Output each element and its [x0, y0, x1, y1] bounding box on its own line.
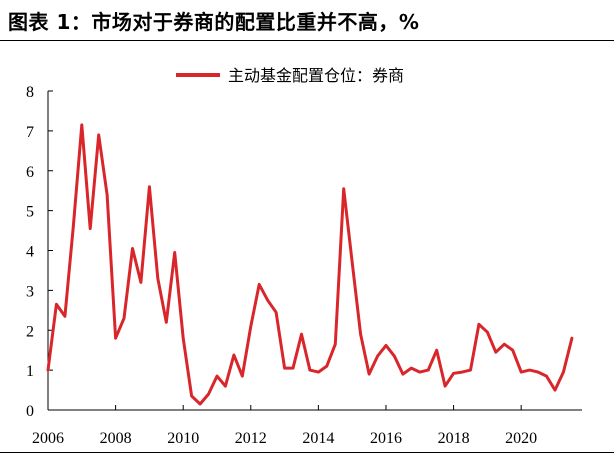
- data-point: [325, 364, 328, 368]
- data-point: [469, 368, 472, 372]
- x-tick-label: 2012: [235, 430, 267, 447]
- data-point: [351, 261, 354, 264]
- data-point: [55, 303, 58, 306]
- data-point: [562, 370, 565, 374]
- data-point: [215, 374, 219, 378]
- y-tick-label: 8: [26, 84, 34, 101]
- data-point: [198, 402, 202, 406]
- data-point: [291, 366, 295, 370]
- data-point: [224, 384, 227, 388]
- data-point: [148, 185, 151, 188]
- data-point: [503, 343, 506, 346]
- data-point: [401, 372, 405, 376]
- data-point: [46, 368, 50, 372]
- data-point: [477, 323, 481, 326]
- series-layer: [46, 123, 574, 406]
- data-point: [274, 311, 278, 314]
- data-point: [536, 370, 540, 374]
- data-point: [553, 388, 557, 392]
- data-point: [384, 344, 388, 347]
- data-point: [486, 331, 489, 334]
- data-point: [342, 187, 345, 190]
- series-line: [46, 123, 574, 406]
- data-point: [165, 321, 168, 324]
- title-divider: [0, 40, 614, 41]
- y-tick-label: 6: [26, 164, 34, 181]
- data-point: [258, 283, 261, 286]
- data-point: [570, 337, 574, 340]
- y-tick-label: 0: [26, 403, 34, 420]
- data-point: [131, 247, 134, 250]
- data-point: [105, 193, 109, 196]
- data-point: [190, 394, 193, 398]
- x-tick-label: 2008: [100, 430, 132, 447]
- data-point: [283, 366, 286, 370]
- data-point: [249, 325, 252, 328]
- data-point: [435, 349, 438, 352]
- data-point: [393, 355, 396, 358]
- data-point: [139, 281, 143, 284]
- data-point: [367, 372, 371, 376]
- data-point: [317, 370, 320, 374]
- data-point: [418, 370, 421, 374]
- legend-label: 主动基金配置仓位：券商: [228, 66, 404, 85]
- data-point: [376, 355, 379, 358]
- data-point: [460, 370, 464, 374]
- data-point: [80, 123, 84, 127]
- y-tick-label: 1: [26, 363, 34, 380]
- y-tick-label: 5: [26, 204, 34, 221]
- x-tick-label: 2016: [370, 430, 402, 447]
- data-point: [511, 349, 514, 352]
- data-point: [308, 368, 312, 372]
- data-point: [63, 315, 67, 318]
- data-point: [232, 353, 236, 357]
- x-tick-label: 2014: [302, 430, 334, 447]
- data-point: [427, 368, 430, 372]
- data-point: [156, 277, 159, 280]
- y-tick-label: 2: [26, 323, 34, 340]
- data-point: [173, 251, 176, 254]
- x-tick-label: 2018: [438, 430, 470, 447]
- bottom-divider: [0, 452, 614, 453]
- y-tick-label: 3: [26, 283, 34, 300]
- chart-axes: 0 1 2 3 4 5 6 7 8 2006 2008 2010 2012 2014 2016 2018 202…: [26, 84, 582, 447]
- data-point: [72, 225, 75, 228]
- y-tick-label: 7: [26, 124, 34, 141]
- data-point: [182, 337, 185, 340]
- data-point: [359, 333, 362, 336]
- x-tick-label: 2020: [505, 430, 537, 447]
- data-point: [300, 333, 303, 336]
- data-point: [494, 351, 497, 354]
- data-point: [334, 343, 337, 346]
- x-tick-label: 2010: [167, 430, 199, 447]
- data-point: [266, 299, 269, 302]
- data-point: [97, 133, 100, 137]
- data-point: [520, 370, 523, 374]
- figure-title: 图表 1：市场对于券商的配置比重并不高，%: [8, 10, 420, 34]
- y-tick-label: 4: [26, 244, 34, 261]
- data-point: [452, 372, 455, 375]
- data-point: [528, 368, 531, 372]
- chart-legend: 主动基金配置仓位：券商: [176, 66, 404, 85]
- data-point: [89, 227, 92, 230]
- x-tick-label: 2006: [32, 430, 64, 447]
- data-point: [545, 374, 548, 378]
- data-point: [241, 374, 244, 378]
- data-point: [443, 384, 447, 388]
- data-point: [207, 392, 210, 396]
- data-point: [114, 337, 117, 340]
- data-point: [410, 366, 413, 370]
- data-point: [122, 317, 126, 320]
